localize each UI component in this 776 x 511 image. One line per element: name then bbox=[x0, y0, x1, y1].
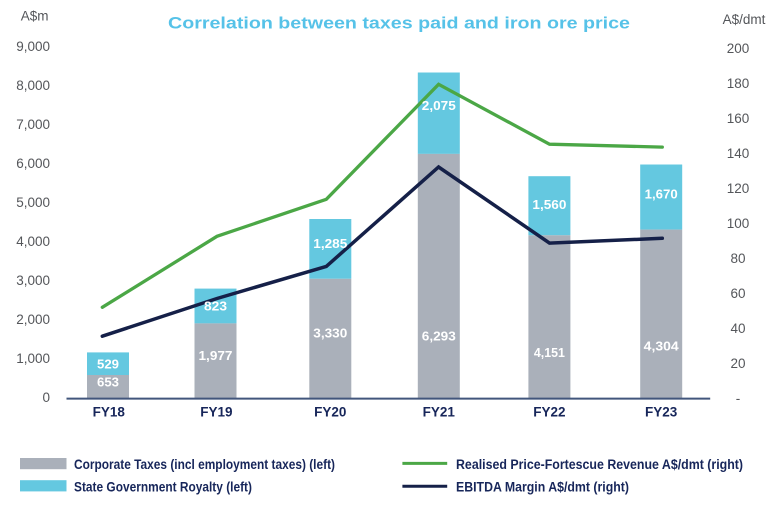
svg-text:Corporate Taxes (incl employme: Corporate Taxes (incl employment taxes) … bbox=[74, 457, 335, 472]
svg-text:1,670: 1,670 bbox=[645, 187, 678, 202]
svg-text:4,151: 4,151 bbox=[534, 345, 565, 360]
svg-text:3,330: 3,330 bbox=[313, 326, 347, 341]
svg-text:7,000: 7,000 bbox=[16, 117, 50, 132]
svg-text:EBITDA Margin A$/dmt (right): EBITDA Margin A$/dmt (right) bbox=[456, 480, 629, 495]
svg-text:1,285: 1,285 bbox=[313, 236, 347, 251]
svg-text:-: - bbox=[736, 391, 741, 406]
svg-text:653: 653 bbox=[97, 375, 119, 390]
svg-text:529: 529 bbox=[97, 357, 119, 372]
svg-text:100: 100 bbox=[727, 216, 750, 231]
svg-text:A$m: A$m bbox=[21, 8, 49, 23]
svg-text:200: 200 bbox=[727, 41, 750, 56]
svg-text:80: 80 bbox=[730, 251, 745, 266]
svg-text:160: 160 bbox=[727, 111, 750, 126]
svg-text:1,560: 1,560 bbox=[532, 197, 566, 212]
svg-text:A$/dmt: A$/dmt bbox=[723, 12, 766, 27]
svg-text:FY19: FY19 bbox=[200, 405, 232, 420]
svg-text:Correlation between taxes paid: Correlation between taxes paid and iron … bbox=[168, 14, 630, 33]
svg-text:9,000: 9,000 bbox=[16, 39, 50, 54]
svg-text:4,000: 4,000 bbox=[16, 234, 50, 249]
svg-text:140: 140 bbox=[727, 146, 750, 161]
svg-text:40: 40 bbox=[730, 321, 745, 336]
svg-text:FY21: FY21 bbox=[423, 405, 456, 420]
svg-text:FY20: FY20 bbox=[314, 405, 346, 420]
svg-text:2,000: 2,000 bbox=[16, 312, 50, 327]
svg-text:1,000: 1,000 bbox=[16, 351, 50, 366]
svg-text:180: 180 bbox=[727, 76, 750, 91]
svg-text:60: 60 bbox=[730, 286, 745, 301]
svg-text:120: 120 bbox=[727, 181, 750, 196]
svg-text:20: 20 bbox=[730, 356, 745, 371]
svg-text:4,304: 4,304 bbox=[644, 338, 680, 353]
svg-text:8,000: 8,000 bbox=[16, 78, 50, 93]
svg-text:3,000: 3,000 bbox=[16, 273, 50, 288]
svg-text:FY18: FY18 bbox=[93, 405, 126, 420]
svg-text:State Government Royalty (left: State Government Royalty (left) bbox=[74, 480, 252, 495]
svg-text:0: 0 bbox=[42, 390, 50, 405]
svg-text:FY22: FY22 bbox=[533, 405, 565, 420]
svg-text:6,000: 6,000 bbox=[16, 156, 50, 171]
svg-text:Realised Price-Fortescue Reven: Realised Price-Fortescue Revenue A$/dmt … bbox=[456, 457, 743, 472]
svg-text:823: 823 bbox=[204, 299, 227, 314]
svg-text:5,000: 5,000 bbox=[16, 195, 50, 210]
svg-text:FY23: FY23 bbox=[645, 405, 678, 420]
svg-text:2,075: 2,075 bbox=[422, 98, 456, 113]
svg-text:6,293: 6,293 bbox=[422, 329, 456, 344]
svg-text:1,977: 1,977 bbox=[199, 348, 233, 363]
